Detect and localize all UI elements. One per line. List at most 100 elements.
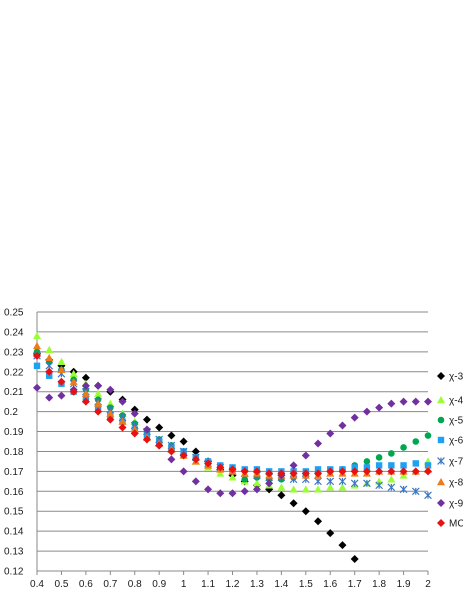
data-point <box>155 441 164 450</box>
series-5 <box>33 341 432 479</box>
y-tick-label: 0.19 <box>4 427 24 438</box>
legend-item: χ-6 <box>437 436 463 447</box>
y-tick-label: 0.25 <box>4 308 24 319</box>
data-point <box>118 423 127 432</box>
data-point <box>326 467 335 476</box>
y-tick-label: 0.23 <box>4 347 24 358</box>
legend-label: χ-8 <box>449 478 463 489</box>
data-point <box>338 421 347 430</box>
data-point <box>412 438 420 445</box>
data-point <box>204 485 213 494</box>
data-point <box>424 491 432 500</box>
legend-item: χ-7 <box>437 457 463 468</box>
data-point <box>191 455 200 464</box>
x-tick-label: 0.8 <box>128 579 142 590</box>
y-tick-label: 0.13 <box>4 547 24 558</box>
data-point <box>277 483 286 491</box>
data-point <box>326 483 335 491</box>
data-point <box>167 447 176 456</box>
data-point <box>252 485 261 494</box>
data-point <box>94 407 103 416</box>
x-tick-label: 1.7 <box>348 579 362 590</box>
data-point <box>301 451 310 460</box>
legend-marker <box>437 396 445 404</box>
data-point <box>265 479 274 488</box>
data-point <box>301 507 310 516</box>
legend-marker <box>437 372 445 380</box>
data-point <box>240 487 249 496</box>
series-6 <box>33 381 432 498</box>
legend-marker <box>437 436 445 444</box>
data-point <box>289 485 298 493</box>
data-point <box>277 491 286 500</box>
legend-item: χ-4 <box>437 396 463 407</box>
data-point <box>45 345 54 354</box>
data-point <box>412 460 419 467</box>
legend-item: MC <box>437 519 463 530</box>
data-point <box>130 425 139 433</box>
data-point <box>289 499 298 508</box>
y-tick-label: 0.16 <box>4 487 24 498</box>
data-point <box>57 365 66 373</box>
data-point <box>33 341 41 350</box>
y-tick-label: 0.18 <box>4 447 24 458</box>
x-tick-label: 1.3 <box>250 579 264 590</box>
x-tick-label: 1 <box>181 579 187 590</box>
data-point <box>265 469 274 478</box>
data-point <box>252 479 261 487</box>
data-point <box>216 489 225 498</box>
data-point <box>387 483 396 492</box>
series-3 <box>33 362 432 475</box>
legend: χ-3 χ-4 χ-5 χ-6 χ-7 χ-8 χ-9 MC <box>437 372 463 530</box>
data-point <box>350 467 359 476</box>
data-point <box>179 451 188 460</box>
data-point <box>314 477 322 486</box>
data-point <box>94 389 103 397</box>
x-tick-label: 0.4 <box>30 579 44 590</box>
x-tick-label: 1.5 <box>299 579 313 590</box>
data-point <box>399 485 408 494</box>
legend-item: χ-9 <box>437 499 463 510</box>
data-point <box>130 409 139 418</box>
legend-marker <box>437 416 445 424</box>
data-point <box>350 479 359 488</box>
data-point <box>277 469 286 478</box>
plot-area <box>33 331 432 564</box>
data-point <box>69 387 78 396</box>
data-point <box>167 455 176 464</box>
x-tick-label: 1.1 <box>201 579 215 590</box>
data-point <box>387 467 396 476</box>
data-point <box>57 357 66 366</box>
legend-item: χ-5 <box>437 416 463 427</box>
x-tick-label: 0.6 <box>79 579 93 590</box>
x-tick-label: 0.5 <box>54 579 68 590</box>
x-tick-labels: 0.4 0.5 0.6 0.7 0.8 0.9 1 1.1 1.2 1.3 1.4 1.5 1.6 1.7… <box>30 579 431 590</box>
data-point <box>216 469 225 477</box>
x-tick-label: 0.7 <box>103 579 117 590</box>
data-point <box>57 391 66 400</box>
data-point <box>142 435 151 444</box>
data-point <box>204 459 213 468</box>
legend-label: χ-4 <box>449 396 463 407</box>
data-point <box>411 487 420 496</box>
x-tick-label: 1.8 <box>372 579 386 590</box>
legend-label: χ-3 <box>449 372 463 383</box>
data-point <box>350 555 359 564</box>
data-point <box>191 447 200 456</box>
data-point <box>424 467 432 476</box>
legend-label: MC <box>449 519 463 530</box>
y-tick-label: 0.2 <box>4 407 18 418</box>
data-point <box>399 397 408 406</box>
x-tick-label: 1.6 <box>323 579 337 590</box>
data-point <box>301 485 310 493</box>
data-point <box>289 461 298 470</box>
data-point <box>362 407 371 416</box>
data-point <box>179 437 188 446</box>
data-point <box>314 485 323 493</box>
data-point <box>106 409 115 417</box>
data-point <box>228 489 237 498</box>
data-point <box>33 331 41 340</box>
data-point <box>375 481 383 490</box>
data-point <box>424 397 432 406</box>
